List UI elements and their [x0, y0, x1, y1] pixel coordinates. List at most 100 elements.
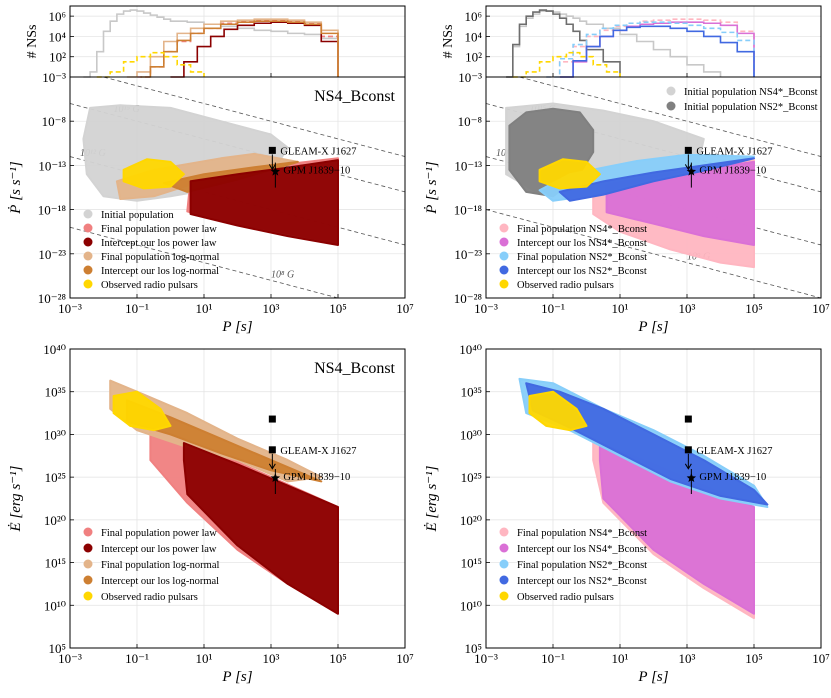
tl-ppdot-ytick-label: 10⁻³	[42, 70, 66, 85]
tl-ppdot-region-observed-radio-pulsars	[122, 158, 185, 190]
bl-edot-xtick-label: 10⁻¹	[125, 651, 149, 666]
tl-ppdot-xtick-label: 10³	[263, 301, 280, 316]
tr-hist-ytick-label: 10²	[465, 50, 482, 65]
tl-ppdot-source-label-gpm: GPM J1839−10	[283, 166, 350, 177]
br-edot-group: 10⁻³ 10⁻¹ 10¹ 10³ 10⁵ 10⁷ 10⁵ 10¹⁰ 10¹⁵ 10²⁰ 10²⁵ 1…	[424, 342, 830, 685]
bl-edot-title: NS4_Bconst	[314, 360, 395, 377]
tl-hist-ylabel: # NSs	[25, 25, 40, 59]
tl-hist-series-final-population-log-normal	[126, 18, 339, 78]
tl-ppdot-xlabel: P [s]	[221, 319, 252, 335]
br-edot-legend-label-observed-radio-pulsars: Observed radio pulsars	[517, 592, 614, 603]
tr-ppdot-xtick-label: 10⁵	[745, 301, 763, 316]
tr-ppdot-ytick-label: 10⁻¹³	[454, 158, 482, 173]
tr-ppdot-legend-marker-intercept-our-los-ns4-bconst	[499, 237, 509, 247]
br-edot-ytick-label: 10¹⁵	[461, 556, 482, 571]
tl-ppdot-ytick-label: 10⁻¹³	[38, 158, 66, 173]
tl-ppdot-xtick-label: 10⁻¹	[125, 301, 149, 316]
bl-edot-source-square-marker-upper	[268, 415, 276, 423]
tl-hist-ytick-label: 10⁴	[48, 29, 66, 44]
bl-edot-axes-frame	[69, 348, 406, 649]
tl-ppdot-legend-marker-intercept-our-los-power-law	[83, 237, 93, 247]
tr-ppdot-xtick-label: 10⁷	[812, 301, 830, 316]
br-edot-legend-marker-final-population-ns4-bconst	[499, 527, 509, 537]
tl-hist-axes-frame	[69, 5, 406, 78]
tr-hist-group: 10² 10⁴ 10⁶ # NSs	[441, 5, 822, 78]
tl-ppdot-xtick-label: 10⁻³	[58, 301, 82, 316]
tl-ppdot-field-label-10-g: 10¹⁷ G	[114, 69, 140, 80]
tr-ppdot-ytick-label: 10⁻¹⁸	[454, 203, 483, 218]
br-edot-plot-area: GLEAM-X J1627 GPM J1839−10	[518, 377, 772, 620]
br-edot-source-label-gpm: GPM J1839−10	[699, 472, 766, 483]
tl-ppdot-legend-marker-intercept-our-los-log-normal	[83, 265, 93, 275]
tl-ppdot-legend-marker-initial-population	[83, 209, 93, 219]
tl-ppdot-group: 10⁻³ 10⁻¹ 10¹ 10³ 10⁵ 10⁷ 10⁻³ 10⁻⁸ 10⁻¹³ 10⁻¹⁸ 10…	[8, 69, 414, 335]
tl-ppdot-region-intercept-our-los-power-law	[189, 159, 339, 246]
tr-hist-series-final-population-ns2-bconst	[546, 21, 755, 78]
tr-hist-series-initial-population-ns2-bconst	[506, 9, 621, 78]
tr-ppdot-legend-label-final-population-ns4-bconst: Final population NS4*_Bconst	[517, 224, 647, 235]
tl-ppdot-legend-label-initial-population: Initial population	[101, 210, 174, 221]
tl-ppdot-legend-label-final-population-power-law: Final population power law	[101, 224, 217, 235]
tl-ppdot-source-square-marker	[268, 146, 276, 154]
br-edot-ytick-label: 10³⁰	[460, 427, 482, 442]
tr-ppdot-source-label-gleam: GLEAM-X J1627	[696, 146, 772, 157]
tr-ppdot-xtick-label: 10¹	[612, 301, 629, 316]
br-edot-ytick-label: 10¹⁰	[460, 598, 482, 613]
tr-ppdot-field-line-10-g	[517, 77, 821, 157]
bl-edot-xtick-label: 10⁷	[396, 651, 414, 666]
bl-edot-ytick-label: 10²⁰	[44, 513, 66, 528]
bl-edot-xtick-label: 10¹	[196, 651, 213, 666]
br-edot-xtick-label: 10⁵	[745, 651, 763, 666]
tr-ppdot-legend-marker-initial-population-ns4-bconst	[666, 86, 676, 96]
bl-edot-group: 10⁻³ 10⁻¹ 10¹ 10³ 10⁵ 10⁷ 10⁵ 10¹⁰ 10¹⁵ 10²⁰ 10²⁵ 1…	[8, 342, 414, 685]
br-edot-ytick-label: 10²⁰	[460, 513, 482, 528]
tl-hist-series-initial-population	[83, 9, 339, 78]
bl-edot-legend-label-intercept-our-los-log-normal: Intercept our los log-normal	[101, 576, 219, 587]
br-edot-legend-marker-final-population-ns2-bconst	[499, 559, 509, 569]
bl-edot-region-intercept-our-los-power-law	[182, 442, 339, 615]
tr-ppdot-source-label-gpm: GPM J1839−10	[699, 166, 766, 177]
br-edot-ytick-label: 10²⁵	[461, 470, 482, 485]
br-edot-xtick-label: 10³	[679, 651, 696, 666]
tl-hist-ytick-label: 10²	[49, 50, 66, 65]
tl-ppdot-axes-frame	[69, 76, 406, 299]
tl-hist-series-intercept-our-los-log-normal	[140, 20, 339, 78]
tr-hist-series-final-population-ns4-bconst	[546, 18, 755, 78]
br-edot-source-square-marker-upper	[684, 415, 692, 423]
bl-edot-ytick-label: 10²⁵	[45, 470, 66, 485]
bl-edot-ytick-label: 10⁴⁰	[43, 342, 66, 357]
tr-ppdot-ytick-label: 10⁻³	[458, 70, 482, 85]
tl-ppdot-ytick-label: 10⁻²⁸	[38, 291, 67, 306]
tr-hist-ytick-label: 10⁶	[464, 9, 482, 24]
tl-ppdot-ytick-label: 10⁻¹⁸	[38, 203, 67, 218]
tl-hist-series-observed-radio-pulsars	[96, 51, 205, 78]
br-edot-axes-frame	[485, 348, 822, 649]
bl-edot-xlabel: P [s]	[221, 669, 252, 685]
tr-hist-series-intercept-our-los-ns2-bconst	[559, 25, 755, 78]
bl-edot-legend-label-observed-radio-pulsars: Observed radio pulsars	[101, 592, 198, 603]
bl-edot-legend-label-final-population-power-law: Final population power law	[101, 528, 217, 539]
br-edot-xtick-label: 10⁷	[812, 651, 830, 666]
bl-edot-ylabel: Ė [erg s⁻¹]	[8, 465, 24, 532]
tl-ppdot-legend-label-observed-radio-pulsars: Observed radio pulsars	[101, 280, 198, 291]
bl-edot-xtick-label: 10³	[263, 651, 280, 666]
tr-ppdot-region-intercept-our-los-ns2-bconst	[558, 157, 755, 202]
br-edot-legend-marker-intercept-our-los-ns4-bconst	[499, 543, 509, 553]
tl-ppdot-legend-label-intercept-our-los-power-law: Intercept our los power law	[101, 238, 217, 249]
tr-ppdot-legend-marker-intercept-our-los-ns2-bconst	[499, 265, 509, 275]
tr-ppdot-group: 10⁻³ 10⁻¹ 10¹ 10³ 10⁵ 10⁷10⁻³10⁻⁸10⁻¹³10⁻¹⁸10…	[424, 70, 830, 335]
tr-ppdot-region-observed-radio-pulsars	[538, 158, 601, 190]
tl-ppdot-legend-marker-observed-radio-pulsars	[83, 279, 93, 289]
bl-edot-region-observed-radio-pulsars	[112, 390, 172, 432]
bl-edot-legend-marker-intercept-our-los-log-normal	[83, 575, 93, 585]
br-edot-ytick-label: 10⁴⁰	[459, 342, 482, 357]
tl-ppdot-upper-limit-arrowhead	[268, 164, 276, 171]
tl-ppdot-legend-label-intercept-our-los-log-normal: Intercept our los log-normal	[101, 266, 219, 277]
bl-edot-plot-area: GLEAM-X J1627 GPM J1839−10	[109, 379, 356, 615]
br-edot-ytick-label: 10³⁵	[461, 385, 482, 400]
tr-ppdot-ytick-label: 10⁻²⁸	[454, 291, 483, 306]
bl-edot-ytick-label: 10¹⁰	[44, 598, 66, 613]
bl-edot-xtick-label: 10⁵	[329, 651, 347, 666]
bl-edot-ytick-label: 10⁵	[48, 641, 66, 656]
